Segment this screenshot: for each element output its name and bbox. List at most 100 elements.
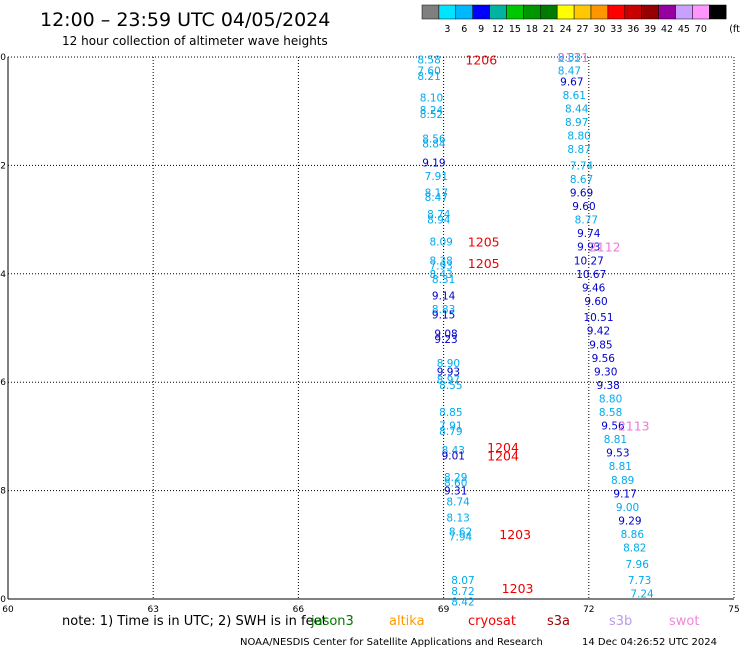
lat-tick-label: -24 bbox=[0, 270, 6, 280]
wave-height-value: 8.89 bbox=[611, 475, 634, 487]
wave-height-value: 10.67 bbox=[576, 269, 606, 281]
pass-time-label: 1204 bbox=[487, 448, 519, 463]
colorbar-label: 70 bbox=[695, 24, 707, 35]
wave-height-value: 8.82 bbox=[623, 543, 646, 555]
colorbar-swatch bbox=[607, 4, 626, 20]
wave-height-value: 9.30 bbox=[594, 366, 617, 378]
colorbar-label: 36 bbox=[627, 24, 639, 35]
wave-height-value: 8.79 bbox=[439, 426, 462, 438]
wave-height-value: 9.15 bbox=[432, 309, 455, 321]
wave-height-value: 8.72 bbox=[451, 586, 474, 598]
wave-height-value: 8.77 bbox=[575, 215, 598, 227]
colorbar-label: 3 bbox=[444, 24, 450, 35]
legend-altika: altika bbox=[389, 614, 425, 629]
wave-height-value: 8.90 bbox=[437, 358, 460, 370]
wave-height-value: 9.31 bbox=[444, 486, 467, 498]
wave-height-value: 8.56 bbox=[422, 133, 446, 145]
wave-height-value: 8.09 bbox=[429, 236, 452, 248]
wave-height-value: 7.93 bbox=[429, 261, 452, 273]
wave-height-value: 8.83 bbox=[432, 304, 455, 316]
pass-time-label: 2112 bbox=[589, 240, 621, 255]
wave-height-value: 8.43 bbox=[429, 269, 452, 281]
wave-height-value: 8.21 bbox=[417, 71, 440, 83]
wave-height-value: 9.85 bbox=[589, 339, 612, 351]
lon-tick-label: 60 bbox=[2, 605, 14, 615]
colorbar-swatch bbox=[540, 4, 558, 20]
legend-swot: swot bbox=[669, 614, 699, 629]
wave-height-values: 8.587.608.218.108.248.528.568.849.197.91… bbox=[417, 52, 654, 609]
colorbar-swatch bbox=[573, 4, 592, 20]
pass-time-label: 1203 bbox=[499, 527, 531, 542]
wave-height-value: 10.27 bbox=[574, 255, 604, 267]
legend-s3b: s3b bbox=[609, 614, 632, 629]
wave-height-value: 8.60 bbox=[444, 477, 467, 489]
lat-tick-label: -28 bbox=[0, 487, 6, 497]
wave-height-value: 8.31 bbox=[432, 274, 455, 286]
colorbar-label: 42 bbox=[661, 24, 673, 35]
lat-lon-grid bbox=[7, 56, 735, 600]
wave-height-value: 8.55 bbox=[439, 380, 462, 392]
generated-timestamp: 14 Dec 04:26:52 UTC 2024 bbox=[582, 637, 717, 648]
colorbar-swatch bbox=[455, 4, 473, 20]
legend-jason3: jason3 bbox=[310, 614, 354, 629]
colorbar-label: 18 bbox=[526, 24, 538, 35]
lon-tick-label: 63 bbox=[147, 605, 158, 615]
wave-height-value: 8.97 bbox=[437, 374, 460, 386]
wave-height-value: 9.53 bbox=[606, 448, 629, 460]
wave-height-value: 9.93 bbox=[577, 242, 600, 254]
wave-height-value: 9.42 bbox=[587, 326, 610, 338]
wave-height-value: 8.52 bbox=[420, 109, 443, 121]
pass-time-label: 1205 bbox=[468, 256, 500, 271]
wave-height-value: 8.80 bbox=[567, 131, 590, 143]
wave-height-value: 8.61 bbox=[563, 90, 586, 102]
wave-height-value: 8.97 bbox=[565, 117, 588, 129]
colorbar-label: 30 bbox=[593, 24, 605, 35]
wave-height-value: 8.94 bbox=[427, 215, 451, 227]
lon-tick-label: 72 bbox=[583, 605, 594, 615]
note-text: note: 1) Time is in UTC; 2) SWH is in fe… bbox=[62, 614, 327, 629]
wave-height-value: 8.81 bbox=[604, 434, 627, 446]
wave-height-value: 7.96 bbox=[626, 559, 650, 571]
wave-height-value: 8.58 bbox=[599, 407, 622, 419]
wave-height-value: 8.84 bbox=[422, 139, 446, 151]
wave-height-value: 8.47 bbox=[425, 192, 448, 204]
colorbar-swatch bbox=[590, 4, 609, 20]
colorbar-swatch bbox=[523, 4, 541, 20]
lat-tick-label: -20 bbox=[0, 53, 6, 63]
pass-time-label: 1205 bbox=[468, 234, 500, 249]
wave-height-value: 8.87 bbox=[567, 144, 590, 156]
pass-time-label: 2113 bbox=[618, 419, 650, 434]
colorbar-swatch bbox=[692, 4, 710, 20]
wave-height-value: 9.08 bbox=[434, 328, 457, 340]
wave-height-value: 8.86 bbox=[621, 529, 645, 541]
wave-height-value: 9.38 bbox=[596, 380, 619, 392]
colorbar-swatch bbox=[556, 4, 575, 20]
wave-height-value: 7.94 bbox=[449, 532, 473, 544]
wave-height-value: 7.60 bbox=[417, 66, 440, 78]
colorbar-label: 45 bbox=[678, 24, 690, 35]
wave-height-value: 8.42 bbox=[451, 597, 474, 609]
wave-height-value: 8.44 bbox=[565, 103, 589, 115]
lon-tick-label: 66 bbox=[293, 605, 305, 615]
wave-height-value: 9.60 bbox=[584, 296, 607, 308]
map-title: 12:00 – 23:59 UTC 04/05/2024 bbox=[40, 9, 330, 31]
wave-height-value: 9.46 bbox=[582, 282, 606, 294]
wave-height-value: 7.91 bbox=[425, 171, 448, 183]
colorbar-label: 21 bbox=[543, 24, 555, 35]
map-subtitle: 12 hour collection of altimeter wave hei… bbox=[62, 34, 328, 48]
wave-height-value: 9.17 bbox=[613, 488, 636, 500]
wave-height-value: 8.24 bbox=[420, 105, 444, 117]
wave-height-value: 9.14 bbox=[432, 290, 456, 302]
wave-height-value: 8.38 bbox=[429, 255, 452, 267]
wave-height-value: 9.93 bbox=[437, 366, 460, 378]
wave-height-value: 8.74 bbox=[446, 496, 470, 508]
wave-height-value: 9.23 bbox=[434, 334, 457, 346]
colorbar-label: 39 bbox=[644, 24, 656, 35]
satellite-legend: jason3 altika cryosat s3a s3b swot bbox=[310, 614, 699, 629]
wave-height-value: 9.67 bbox=[560, 76, 583, 88]
colorbar-swatch bbox=[709, 4, 727, 20]
